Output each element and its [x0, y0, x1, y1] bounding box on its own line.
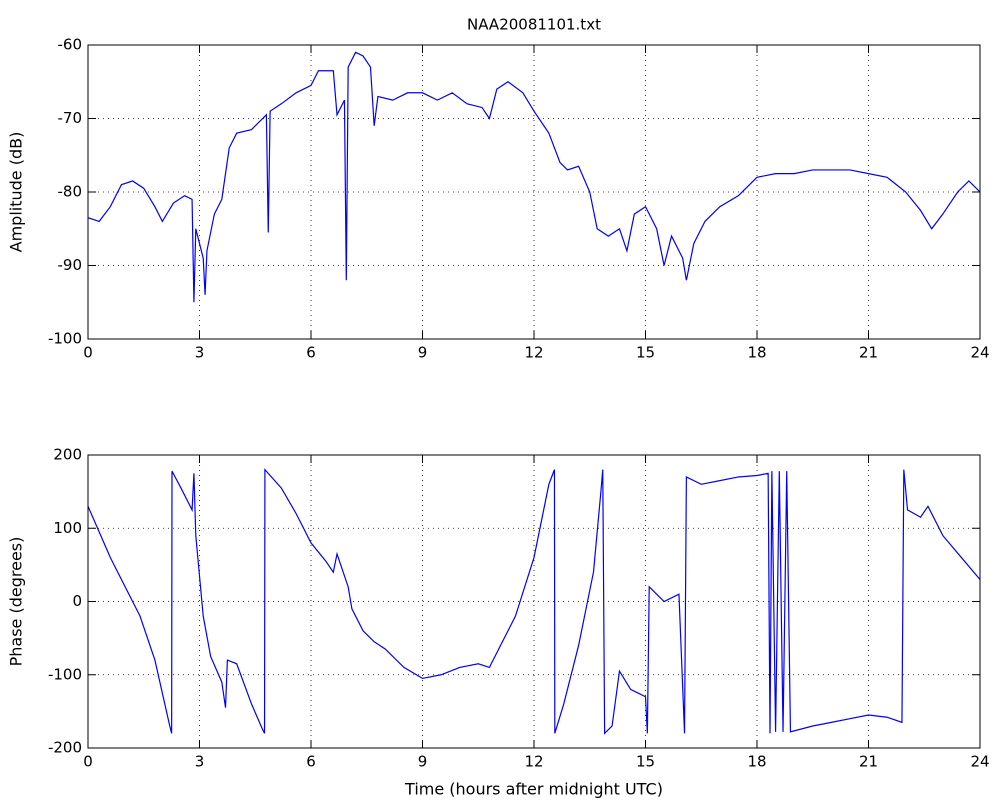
- x-tick-label: 6: [306, 344, 316, 362]
- y-tick-label: -200: [48, 739, 82, 757]
- chart-title: NAA20081101.txt: [467, 16, 601, 34]
- y-axis-label: Phase (degrees): [7, 537, 26, 667]
- x-tick-label: 6: [306, 753, 316, 771]
- x-tick-label: 3: [195, 753, 205, 771]
- x-tick-label: 9: [418, 344, 428, 362]
- x-tick-label: 18: [747, 753, 766, 771]
- y-tick-label: -90: [58, 256, 83, 274]
- data-line: [88, 468, 980, 735]
- y-tick-label: 200: [53, 446, 82, 464]
- x-tick-label: 12: [524, 753, 543, 771]
- x-tick-label: 24: [970, 753, 989, 771]
- x-tick-label: 24: [970, 344, 989, 362]
- y-tick-label: -60: [58, 36, 83, 54]
- y-tick-label: -100: [48, 665, 82, 683]
- y-tick-label: -80: [58, 183, 83, 201]
- y-tick-label: 0: [72, 592, 82, 610]
- x-tick-label: 15: [636, 344, 655, 362]
- x-axis-label: Time (hours after midnight UTC): [404, 780, 663, 799]
- plot-frame: [87, 44, 981, 340]
- x-tick-label: 15: [636, 753, 655, 771]
- x-tick-label: 9: [418, 753, 428, 771]
- y-tick-label: -70: [58, 109, 83, 127]
- x-tick-label: 0: [83, 344, 93, 362]
- x-tick-label: 21: [859, 753, 878, 771]
- x-tick-label: 12: [524, 344, 543, 362]
- x-tick-label: 3: [195, 344, 205, 362]
- x-tick-label: 0: [83, 753, 93, 771]
- x-tick-label: 21: [859, 344, 878, 362]
- y-tick-label: -100: [48, 330, 82, 348]
- y-tick-label: 100: [53, 519, 82, 537]
- x-tick-label: 18: [747, 344, 766, 362]
- data-line: [88, 51, 980, 303]
- y-axis-label: Amplitude (dB): [7, 132, 26, 253]
- plot-frame: [87, 454, 981, 749]
